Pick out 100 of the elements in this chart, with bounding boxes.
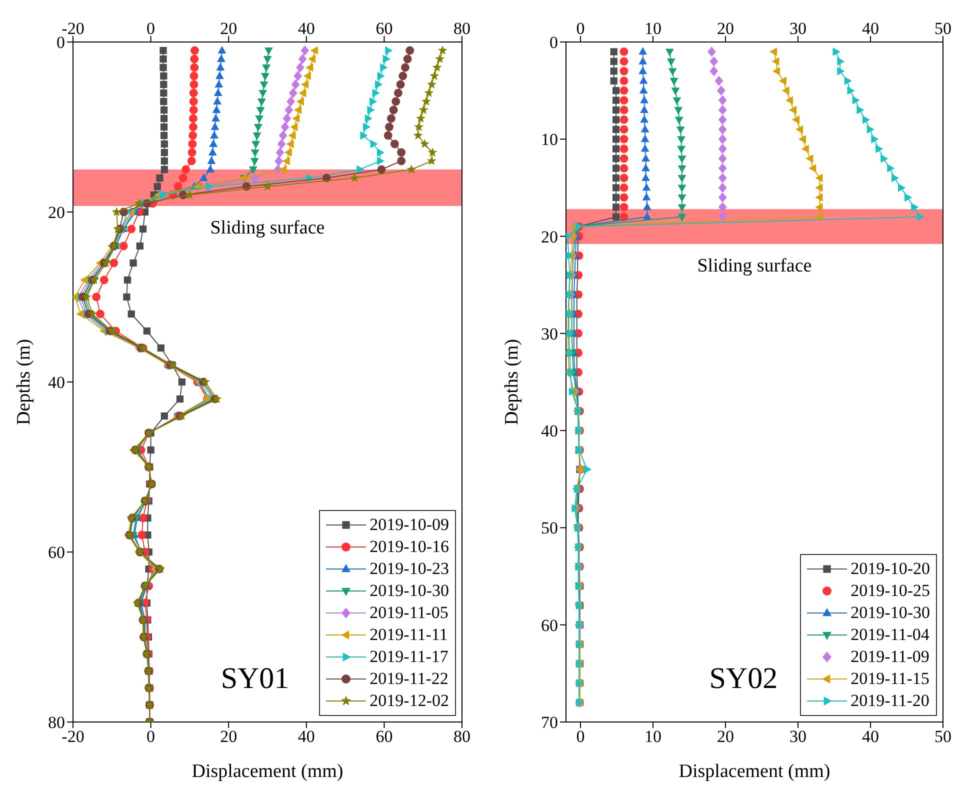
point (112, 206, 122, 216)
point (414, 122, 424, 132)
point (677, 146, 686, 154)
point (174, 182, 182, 191)
point (612, 155, 620, 162)
point (377, 165, 386, 174)
point (257, 98, 266, 106)
point (844, 76, 852, 86)
point (260, 82, 268, 90)
point (620, 66, 628, 76)
point (911, 202, 919, 212)
point (303, 72, 311, 80)
point (428, 147, 438, 157)
point (364, 114, 372, 123)
point (832, 48, 840, 56)
y-tick-label: 20 (48, 203, 65, 222)
point (286, 96, 296, 107)
legend-label: 2019-11-09 (850, 647, 930, 667)
point (871, 134, 879, 144)
point (416, 113, 426, 123)
point (189, 114, 198, 123)
point (640, 105, 648, 113)
legend-label: 2019-11-17 (370, 647, 448, 667)
point (426, 79, 436, 89)
point (710, 56, 718, 66)
point (612, 204, 620, 211)
point (301, 80, 309, 89)
point (847, 86, 855, 95)
y-tick-label: 0 (550, 33, 558, 52)
point (160, 157, 168, 165)
point (778, 76, 786, 86)
point (308, 54, 316, 64)
point (254, 124, 262, 132)
point (382, 54, 390, 64)
x2-tick-label: 0 (146, 727, 156, 746)
x-tick-label: 40 (862, 19, 879, 38)
point (904, 193, 912, 202)
point (718, 202, 727, 212)
point (190, 72, 198, 80)
point (143, 327, 150, 335)
x-tick-label: 0 (146, 19, 156, 38)
point (212, 105, 221, 113)
point (772, 66, 780, 76)
point (176, 395, 184, 403)
point (90, 274, 100, 284)
point (188, 131, 198, 140)
point (385, 122, 394, 132)
legend-label: 2019-10-16 (370, 537, 449, 557)
point (397, 156, 406, 166)
point (147, 446, 154, 454)
y-axis-title: Depths (m) (502, 338, 523, 426)
point (294, 106, 302, 114)
point (916, 212, 924, 222)
point (310, 46, 318, 55)
point (160, 140, 168, 148)
point (119, 242, 128, 250)
point (160, 132, 168, 140)
point (815, 174, 823, 182)
x-tick-label: 50 (934, 19, 952, 38)
point (620, 202, 628, 212)
point (258, 90, 268, 98)
point (212, 394, 222, 404)
point (801, 144, 809, 154)
point (718, 182, 727, 193)
x-tick-label: 60 (376, 19, 393, 38)
point (178, 378, 186, 386)
point (837, 66, 845, 76)
point (837, 57, 845, 66)
point (677, 136, 686, 144)
point (286, 140, 294, 148)
point (262, 64, 271, 72)
point (718, 144, 727, 154)
legend-label: 2019-11-04 (850, 625, 930, 645)
point (380, 63, 388, 72)
x2-tick-label: 40 (862, 727, 879, 746)
point (792, 116, 800, 124)
point (213, 96, 222, 104)
point (390, 140, 399, 148)
point (620, 125, 628, 134)
point (678, 214, 686, 222)
point (282, 113, 292, 124)
point (678, 165, 686, 173)
legend-label: 2019-11-22 (370, 669, 448, 689)
point (718, 192, 727, 202)
point (789, 106, 797, 114)
point (612, 96, 620, 104)
point (190, 63, 199, 72)
x2-tick-label: 80 (454, 727, 470, 746)
x2-tick-label: 50 (934, 727, 952, 746)
point (88, 308, 98, 318)
point (639, 76, 648, 84)
point (160, 98, 168, 106)
point (262, 181, 272, 191)
point (214, 88, 222, 96)
point (815, 202, 823, 212)
point (210, 122, 220, 130)
point (292, 114, 300, 123)
point (130, 259, 137, 267)
y-tick-label: 50 (541, 518, 558, 538)
point (178, 174, 188, 182)
